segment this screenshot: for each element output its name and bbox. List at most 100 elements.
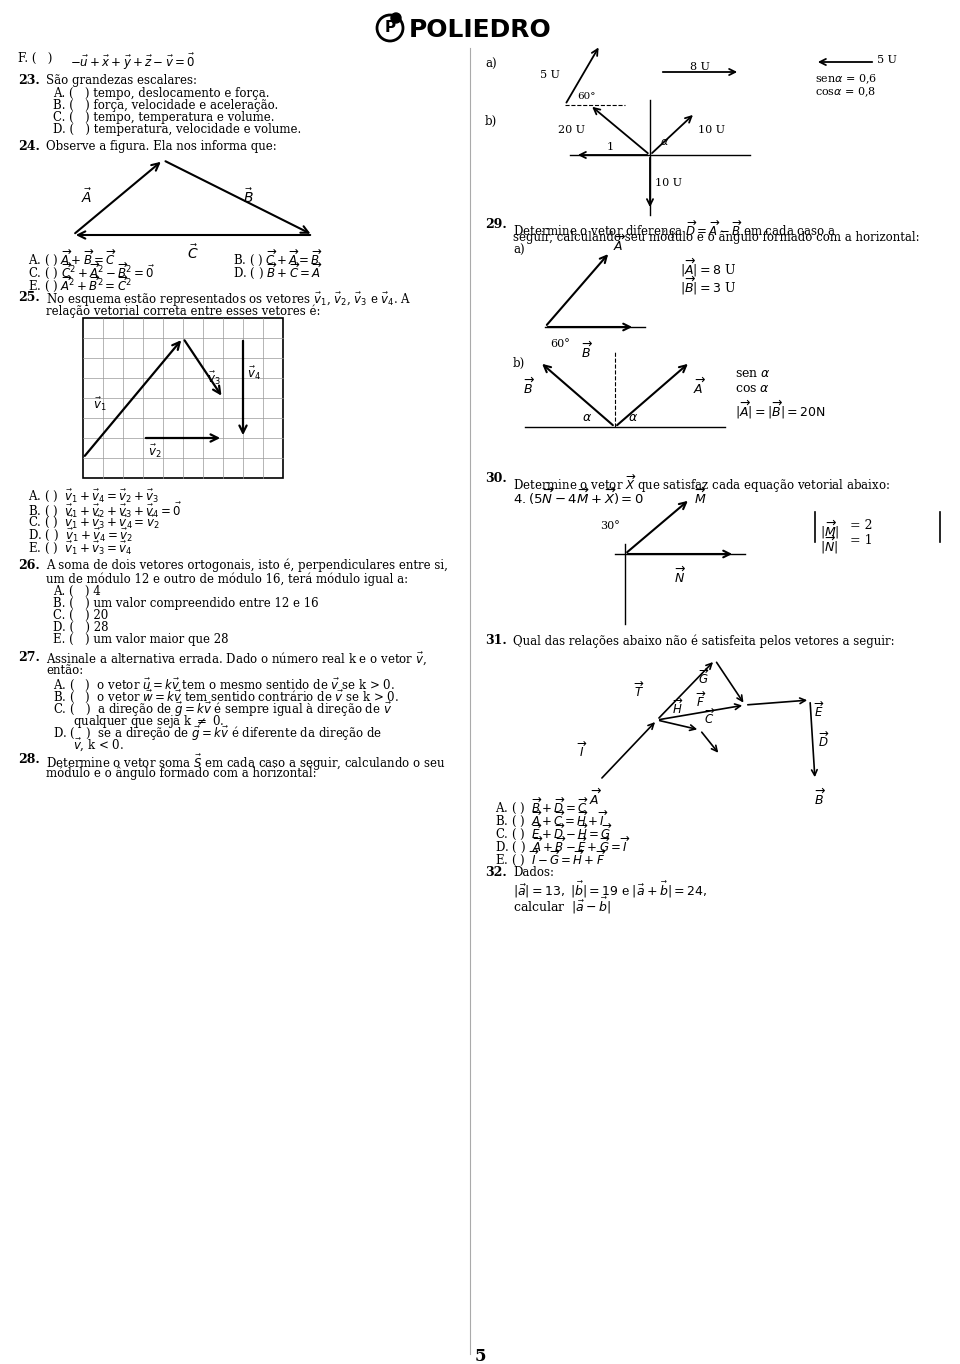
Text: 30.: 30.: [485, 472, 507, 486]
Text: um de módulo 12 e outro de módulo 16, terá módulo igual a:: um de módulo 12 e outro de módulo 16, te…: [46, 572, 408, 585]
Bar: [83, 318, 283, 477]
Text: Qual das relações abaixo não é satisfeita pelos vetores a seguir:: Qual das relações abaixo não é satisfeit…: [513, 634, 895, 648]
Text: $\overrightarrow{G}$: $\overrightarrow{G}$: [698, 667, 710, 687]
Text: No esquema estão representados os vetores $\vec{v}_1$, $\vec{v}_2$, $\vec{v}_3$ : No esquema estão representados os vetore…: [46, 291, 412, 310]
Text: $\overrightarrow{F}$: $\overrightarrow{F}$: [696, 690, 707, 711]
Text: C. ( )  $\vec{v}_1+\vec{v}_3+\vec{v}_4=\vec{v}_2$: C. ( ) $\vec{v}_1+\vec{v}_3+\vec{v}_4=\v…: [28, 514, 159, 531]
Text: $\vec{v}_1$: $\vec{v}_1$: [93, 396, 107, 412]
Text: D. ( )  $\vec{v}_1+\vec{v}_4=\vec{v}_2$: D. ( ) $\vec{v}_1+\vec{v}_4=\vec{v}_2$: [28, 527, 132, 543]
Text: A. (   ) tempo, deslocamento e força.: A. ( ) tempo, deslocamento e força.: [53, 87, 270, 100]
Text: relação vetorial correta entre esses vetores é:: relação vetorial correta entre esses vet…: [46, 304, 321, 318]
Text: $4.(5\overrightarrow{N}-4\overrightarrow{M}+\overrightarrow{X})=0$: $4.(5\overrightarrow{N}-4\overrightarrow…: [513, 486, 644, 507]
Text: = 2: = 2: [850, 518, 873, 532]
Text: 8 U: 8 U: [690, 61, 710, 72]
Text: $|\overrightarrow{A}|=|\overrightarrow{B}|=20\mathrm{N}$: $|\overrightarrow{A}|=|\overrightarrow{B…: [735, 400, 826, 421]
Text: qualquer que seja k $\neq$ 0.: qualquer que seja k $\neq$ 0.: [73, 713, 225, 730]
Text: 60°: 60°: [550, 340, 569, 349]
Text: a): a): [485, 59, 496, 71]
Text: $\vec{v}_2$: $\vec{v}_2$: [148, 443, 161, 460]
Text: Assinale a alternativa errada. Dado o número real k e o vetor $\vec{v}$,: Assinale a alternativa errada. Dado o nú…: [46, 651, 427, 667]
Text: módulo e o ângulo formado com a horizontal:: módulo e o ângulo formado com a horizont…: [46, 767, 317, 779]
Text: $|\overrightarrow{A}|=8$ U: $|\overrightarrow{A}|=8$ U: [680, 256, 736, 280]
Text: São grandezas escalares:: São grandezas escalares:: [46, 74, 197, 87]
Text: 20 U: 20 U: [558, 125, 585, 135]
Text: E. (   ) um valor maior que 28: E. ( ) um valor maior que 28: [53, 633, 228, 647]
Text: $\overrightarrow{B}$: $\overrightarrow{B}$: [814, 788, 827, 807]
Text: cos$\alpha$ = 0,8: cos$\alpha$ = 0,8: [815, 85, 876, 98]
Text: A. ( )  $\vec{v}_1+\vec{v}_4=\vec{v}_2+\vec{v}_3$: A. ( ) $\vec{v}_1+\vec{v}_4=\vec{v}_2+\v…: [28, 488, 159, 505]
Text: $\overrightarrow{T}$: $\overrightarrow{T}$: [635, 681, 645, 700]
Text: 31.: 31.: [485, 634, 507, 647]
Text: $\overrightarrow{N}$: $\overrightarrow{N}$: [674, 566, 686, 587]
Text: C. ( ) $\overrightarrow{C}^2+\overrightarrow{A}^2-\overrightarrow{B}^2=\vec{0}$: C. ( ) $\overrightarrow{C}^2+\overrighta…: [28, 261, 155, 281]
Text: D. ( )  $\overrightarrow{A}+\overrightarrow{B}-\overrightarrow{E}+\overrightarro: D. ( ) $\overrightarrow{A}+\overrightarr…: [495, 833, 631, 855]
Text: $\vec{v}_3$: $\vec{v}_3$: [207, 370, 221, 387]
Text: Determine o vetor diferença $\overrightarrow{D}=\overrightarrow{A}-\overrightarr: Determine o vetor diferença $\overrighta…: [513, 218, 836, 240]
Text: 29.: 29.: [485, 218, 507, 231]
Text: D. ( ) $\overrightarrow{B}+\overrightarrow{C}=\overrightarrow{A}$: D. ( ) $\overrightarrow{B}+\overrightarr…: [233, 261, 324, 281]
Text: D. (   ) temperatura, velocidade e volume.: D. ( ) temperatura, velocidade e volume.: [53, 123, 301, 136]
Text: $\alpha$: $\alpha$: [628, 411, 638, 424]
Text: E. ( ) $\overrightarrow{A}^2+\overrightarrow{B}^2=\overrightarrow{C}^2$: E. ( ) $\overrightarrow{A}^2+\overrighta…: [28, 273, 132, 293]
Text: 30°: 30°: [600, 521, 620, 531]
Text: Determine o vetor soma $\vec{S}$ em cada caso a seguir, calculando o seu: Determine o vetor soma $\vec{S}$ em cada…: [46, 753, 445, 773]
Text: 24.: 24.: [18, 140, 40, 153]
Text: B. ( )  $\overrightarrow{A}+\overrightarrow{C}=\overrightarrow{H}+\overrightarro: B. ( ) $\overrightarrow{A}+\overrightarr…: [495, 807, 609, 829]
Text: b): b): [513, 357, 525, 370]
Text: 10 U: 10 U: [698, 125, 725, 135]
Text: B. (   )  o vetor $\vec{w}=k\vec{v}$ tem sentido contrário de $\vec{v}$ se k > 0: B. ( ) o vetor $\vec{w}=k\vec{v}$ tem se…: [53, 689, 398, 705]
Text: $\overrightarrow{M}$: $\overrightarrow{M}$: [694, 487, 707, 507]
Text: $\overrightarrow{A}$: $\overrightarrow{A}$: [613, 233, 626, 254]
Text: E. ( )  $\vec{v}_1+\vec{v}_3=\vec{v}_4$: E. ( ) $\vec{v}_1+\vec{v}_3=\vec{v}_4$: [28, 540, 132, 557]
Text: 5 U: 5 U: [540, 70, 560, 80]
Text: 10 U: 10 U: [655, 177, 682, 188]
Text: seguir, calculando seu módulo e o ângulo formado com a horizontal:: seguir, calculando seu módulo e o ângulo…: [513, 231, 920, 244]
Text: 26.: 26.: [18, 559, 39, 572]
Text: Determine o vetor $\overrightarrow{X}$ que satisfaz cada equação vetorial abaixo: Determine o vetor $\overrightarrow{X}$ q…: [513, 472, 890, 495]
Text: 60°: 60°: [577, 91, 595, 101]
Text: $\overrightarrow{B}$: $\overrightarrow{B}$: [581, 341, 593, 361]
Text: B. (   ) um valor compreendido entre 12 e 16: B. ( ) um valor compreendido entre 12 e …: [53, 597, 319, 610]
Text: 28.: 28.: [18, 753, 39, 767]
Text: $\alpha$: $\alpha$: [660, 136, 669, 147]
Text: $\vec{v}$, k < 0.: $\vec{v}$, k < 0.: [73, 737, 124, 753]
Text: B. ( ) $\overrightarrow{C}+\overrightarrow{A}=\overrightarrow{B}$: B. ( ) $\overrightarrow{C}+\overrightarr…: [233, 247, 323, 267]
Text: sen$\alpha$ = 0,6: sen$\alpha$ = 0,6: [815, 72, 877, 86]
Text: D. (   )  se a direção de $\vec{g}=k\vec{v}$ é diferente da direção de: D. ( ) se a direção de $\vec{g}=k\vec{v}…: [53, 726, 382, 743]
Text: $\overrightarrow{C}$: $\overrightarrow{C}$: [705, 708, 716, 727]
Text: 5 U: 5 U: [877, 55, 897, 65]
Text: a): a): [513, 244, 524, 256]
Text: $\overrightarrow{E}$: $\overrightarrow{E}$: [814, 700, 825, 720]
Text: 27.: 27.: [18, 651, 40, 664]
Text: A. ( ) $\overrightarrow{A}+\overrightarrow{B}=\overrightarrow{C}$: A. ( ) $\overrightarrow{A}+\overrightarr…: [28, 247, 117, 267]
Text: $|\vec{a}|=13,\;|\vec{b}|=19\;$e$\;|\vec{a}+\vec{b}|=24,$: $|\vec{a}|=13,\;|\vec{b}|=19\;$e$\;|\vec…: [513, 880, 708, 900]
Text: F. (   ): F. ( ): [18, 52, 60, 65]
Text: $\vec{v}_4$: $\vec{v}_4$: [247, 364, 261, 382]
Text: calcular $\;|\vec{a}-\vec{b}|$: calcular $\;|\vec{a}-\vec{b}|$: [513, 896, 612, 917]
Text: $|\overrightarrow{M}|$: $|\overrightarrow{M}|$: [820, 518, 840, 542]
Text: 25.: 25.: [18, 291, 39, 304]
Text: $\vec{B}$: $\vec{B}$: [243, 188, 253, 206]
Text: C. (   )  a direção de $\vec{g}=k\vec{v}$ é sempre igual à direção de $\vec{v}$: C. ( ) a direção de $\vec{g}=k\vec{v}$ é…: [53, 701, 392, 719]
Text: 23.: 23.: [18, 74, 39, 87]
Text: cos $\alpha$: cos $\alpha$: [735, 382, 770, 396]
Text: = 1: = 1: [850, 533, 873, 547]
Text: C. (   ) tempo, temperatura e volume.: C. ( ) tempo, temperatura e volume.: [53, 110, 275, 124]
Text: Dados:: Dados:: [513, 866, 554, 878]
Text: $\vec{A}$: $\vec{A}$: [81, 188, 92, 206]
Text: E. ( )  $\overrightarrow{I}-\overrightarrow{G}=\overrightarrow{H}+\overrightarro: E. ( ) $\overrightarrow{I}-\overrightarr…: [495, 847, 607, 868]
Text: A. (   ) 4: A. ( ) 4: [53, 585, 101, 597]
Text: $|\overrightarrow{N}|$: $|\overrightarrow{N}|$: [820, 533, 838, 557]
Text: D. (   ) 28: D. ( ) 28: [53, 621, 108, 634]
Text: $\overrightarrow{A}$: $\overrightarrow{A}$: [588, 788, 602, 807]
Text: C. ( )  $\overrightarrow{E}+\overrightarrow{D}-\overrightarrow{H}=\overrightarro: C. ( ) $\overrightarrow{E}+\overrightarr…: [495, 821, 612, 842]
Text: 32.: 32.: [485, 866, 507, 878]
Text: $\vec{C}$: $\vec{C}$: [187, 243, 199, 262]
Text: B. ( )  $\vec{v}_1+\vec{v}_2+\vec{v}_3+\vec{v}_4=\vec{0}$: B. ( ) $\vec{v}_1+\vec{v}_2+\vec{v}_3+\v…: [28, 501, 181, 520]
Text: 5: 5: [474, 1348, 486, 1364]
Text: $-\vec{u}+\vec{x}+\vec{y}+\vec{z}-\vec{v}=\vec{0}$: $-\vec{u}+\vec{x}+\vec{y}+\vec{z}-\vec{v…: [70, 52, 196, 72]
Text: P: P: [384, 19, 396, 34]
Text: $\alpha$: $\alpha$: [582, 411, 592, 424]
Text: Observe a figura. Ela nos informa que:: Observe a figura. Ela nos informa que:: [46, 140, 276, 153]
Text: $\overrightarrow{H}$: $\overrightarrow{H}$: [672, 697, 684, 717]
